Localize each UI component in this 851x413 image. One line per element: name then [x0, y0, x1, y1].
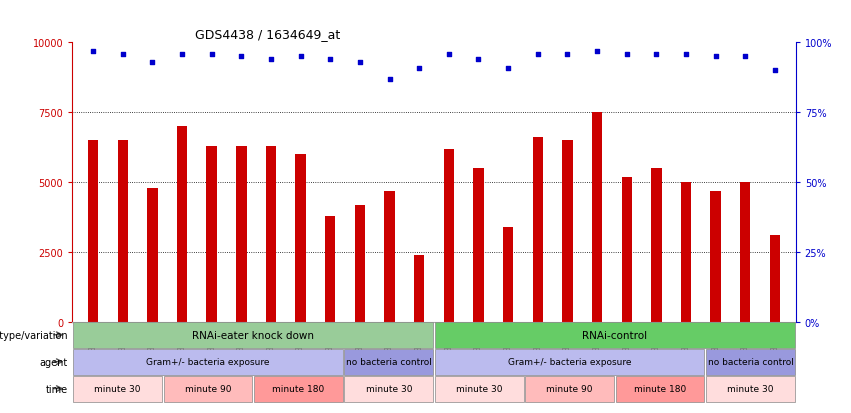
- Point: [531, 51, 545, 58]
- Point: [294, 54, 307, 61]
- Point: [413, 65, 426, 72]
- Text: minute 30: minute 30: [366, 384, 412, 393]
- Point: [353, 59, 367, 66]
- Bar: [163, 376, 252, 401]
- Point: [591, 48, 604, 55]
- Bar: [711, 191, 721, 322]
- Bar: [345, 349, 433, 375]
- Bar: [295, 155, 306, 322]
- Bar: [254, 376, 343, 401]
- Bar: [563, 141, 573, 322]
- Text: minute 180: minute 180: [634, 384, 686, 393]
- Bar: [740, 183, 751, 322]
- Bar: [770, 236, 780, 322]
- Bar: [147, 188, 157, 322]
- Text: Gram+/- bacteria exposure: Gram+/- bacteria exposure: [146, 357, 270, 366]
- Text: minute 30: minute 30: [728, 384, 774, 393]
- Bar: [435, 376, 523, 401]
- Bar: [616, 376, 705, 401]
- Bar: [503, 227, 513, 322]
- Text: Gram+/- bacteria exposure: Gram+/- bacteria exposure: [508, 357, 631, 366]
- Bar: [706, 349, 795, 375]
- Bar: [533, 138, 543, 322]
- Bar: [73, 376, 162, 401]
- Text: RNAi-control: RNAi-control: [582, 330, 648, 340]
- Bar: [345, 376, 433, 401]
- Bar: [355, 205, 365, 322]
- Point: [323, 57, 337, 63]
- Bar: [592, 113, 603, 322]
- Text: minute 180: minute 180: [272, 384, 324, 393]
- Bar: [325, 216, 335, 322]
- Bar: [236, 147, 247, 322]
- Bar: [207, 147, 217, 322]
- Point: [649, 51, 663, 58]
- Text: minute 30: minute 30: [94, 384, 140, 393]
- Bar: [177, 127, 187, 322]
- Bar: [681, 183, 691, 322]
- Text: GDS4438 / 1634649_at: GDS4438 / 1634649_at: [196, 28, 340, 41]
- Point: [442, 51, 455, 58]
- Bar: [435, 349, 705, 375]
- Point: [205, 51, 219, 58]
- Bar: [443, 149, 454, 322]
- Bar: [385, 191, 395, 322]
- Text: minute 90: minute 90: [546, 384, 593, 393]
- Point: [383, 76, 397, 83]
- Point: [620, 51, 633, 58]
- Point: [768, 68, 782, 75]
- Text: agent: agent: [40, 357, 68, 367]
- Point: [86, 48, 100, 55]
- Point: [739, 54, 752, 61]
- Bar: [73, 322, 433, 348]
- Text: minute 30: minute 30: [456, 384, 502, 393]
- Bar: [88, 141, 98, 322]
- Bar: [651, 169, 661, 322]
- Text: genotype/variation: genotype/variation: [0, 330, 68, 340]
- Bar: [435, 322, 795, 348]
- Point: [175, 51, 189, 58]
- Point: [561, 51, 574, 58]
- Point: [471, 57, 485, 63]
- Text: no bacteria control: no bacteria control: [707, 357, 793, 366]
- Bar: [266, 147, 276, 322]
- Bar: [414, 255, 425, 322]
- Bar: [473, 169, 483, 322]
- Bar: [73, 349, 343, 375]
- Text: no bacteria control: no bacteria control: [346, 357, 431, 366]
- Bar: [621, 177, 632, 322]
- Point: [264, 57, 277, 63]
- Point: [116, 51, 129, 58]
- Point: [501, 65, 515, 72]
- Text: RNAi-eater knock down: RNAi-eater knock down: [192, 330, 314, 340]
- Text: time: time: [46, 384, 68, 394]
- Point: [679, 51, 693, 58]
- Bar: [706, 376, 795, 401]
- Bar: [525, 376, 614, 401]
- Point: [709, 54, 722, 61]
- Bar: [117, 141, 128, 322]
- Point: [146, 59, 159, 66]
- Text: minute 90: minute 90: [185, 384, 231, 393]
- Point: [235, 54, 248, 61]
